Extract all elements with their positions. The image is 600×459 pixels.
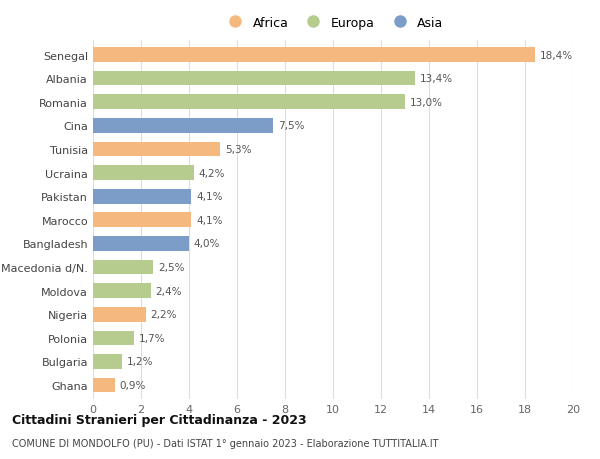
Bar [93, 142, 220, 157]
Bar [93, 213, 191, 228]
Bar [93, 48, 535, 63]
Bar [93, 119, 273, 134]
Text: 4,2%: 4,2% [199, 168, 225, 178]
Text: 7,5%: 7,5% [278, 121, 304, 131]
Text: 2,4%: 2,4% [155, 286, 182, 296]
Bar [93, 95, 405, 110]
Text: 13,4%: 13,4% [419, 74, 452, 84]
Text: 4,1%: 4,1% [196, 215, 223, 225]
Legend: Africa, Europa, Asia: Africa, Europa, Asia [218, 12, 449, 35]
Text: 4,0%: 4,0% [194, 239, 220, 249]
Bar [93, 284, 151, 298]
Text: 4,1%: 4,1% [196, 192, 223, 202]
Text: 2,5%: 2,5% [158, 263, 184, 273]
Text: 5,3%: 5,3% [225, 145, 251, 155]
Bar [93, 354, 122, 369]
Text: 13,0%: 13,0% [410, 98, 443, 107]
Bar [93, 72, 415, 86]
Bar [93, 378, 115, 392]
Bar [93, 260, 153, 275]
Bar [93, 307, 146, 322]
Text: 0,9%: 0,9% [119, 380, 146, 390]
Text: 1,7%: 1,7% [139, 333, 165, 343]
Text: COMUNE DI MONDOLFO (PU) - Dati ISTAT 1° gennaio 2023 - Elaborazione TUTTITALIA.I: COMUNE DI MONDOLFO (PU) - Dati ISTAT 1° … [12, 438, 439, 448]
Text: Cittadini Stranieri per Cittadinanza - 2023: Cittadini Stranieri per Cittadinanza - 2… [12, 413, 307, 426]
Bar [93, 236, 189, 251]
Bar [93, 166, 194, 180]
Bar [93, 331, 134, 345]
Bar [93, 190, 191, 204]
Text: 18,4%: 18,4% [539, 50, 572, 61]
Text: 1,2%: 1,2% [127, 357, 153, 367]
Text: 2,2%: 2,2% [151, 309, 177, 319]
